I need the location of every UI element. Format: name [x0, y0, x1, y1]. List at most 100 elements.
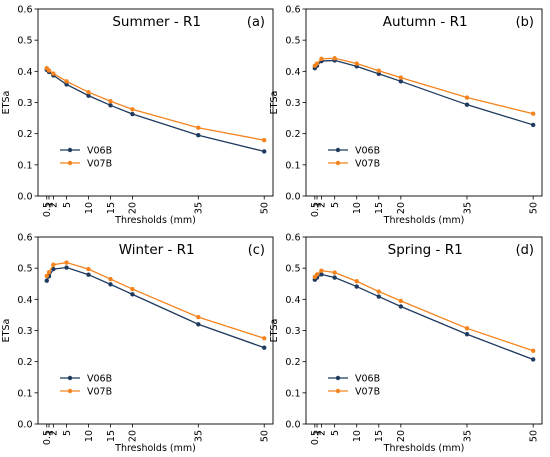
y-axis-label: ETSa — [269, 319, 280, 343]
legend-label: V07B — [87, 387, 112, 398]
y-tick-label: 0.3 — [17, 326, 32, 337]
x-tick-label: 2 — [317, 430, 328, 436]
data-point-v06b — [332, 275, 337, 280]
x-tick-label: 20 — [128, 202, 139, 214]
data-point-v06b — [262, 149, 267, 154]
legend-label: V07B — [355, 159, 380, 170]
y-tick-label: 0.2 — [17, 129, 32, 140]
x-tick-label: 2 — [49, 430, 60, 436]
legend-marker — [335, 160, 341, 166]
y-tick-label: 0.6 — [285, 5, 300, 16]
data-point-v06b — [398, 304, 404, 309]
y-tick-label: 0.6 — [17, 233, 32, 244]
plot-frame — [305, 8, 543, 197]
y-tick-label: 0.3 — [285, 326, 300, 337]
x-tick-label: 1 — [312, 202, 323, 208]
series-line-v06b — [46, 266, 265, 349]
data-point-v07b — [530, 348, 536, 353]
x-tick-label: 2 — [317, 202, 328, 208]
y-tick-label: 0.4 — [17, 295, 32, 306]
data-point-v06b — [86, 272, 91, 277]
y-tick-label: 0.2 — [285, 357, 300, 368]
y-tick-label: 0.5 — [17, 264, 32, 275]
data-point-v06b — [108, 282, 113, 287]
data-point-v06b — [464, 332, 470, 337]
data-point-v07b — [314, 272, 320, 277]
data-point-v06b — [130, 111, 135, 117]
data-point-v07b — [464, 95, 470, 100]
data-point-v07b — [51, 71, 56, 76]
data-point-v07b — [130, 286, 135, 292]
y-axis-label: ETSa — [1, 91, 12, 115]
data-point-v07b — [464, 326, 470, 331]
data-point-v06b — [376, 71, 381, 77]
y-tick-label: 0.0 — [285, 420, 300, 431]
legend-label: V06B — [87, 374, 112, 385]
x-tick-label: 15 — [106, 430, 117, 442]
data-point-v06b — [196, 133, 201, 138]
legend-label: V06B — [355, 146, 380, 157]
y-tick-label: 0.4 — [285, 67, 300, 78]
y-tick-label: 0.5 — [285, 36, 300, 47]
y-tick-label: 0.1 — [285, 160, 300, 171]
legend-label: V06B — [87, 146, 112, 157]
series-line-v07b — [46, 67, 265, 141]
legend-marker — [335, 388, 341, 394]
data-point-v06b — [51, 266, 56, 272]
x-tick-label: 35 — [462, 430, 473, 442]
data-point-v06b — [86, 93, 91, 98]
legend: V06B V07B — [60, 374, 112, 398]
series-line-v06b — [314, 273, 534, 361]
x-tick-label: 5 — [330, 202, 341, 208]
x-tick-label: 0.5 — [310, 430, 321, 445]
x-axis-label: Thresholds (mm) — [383, 215, 465, 226]
x-tick-label: 50 — [260, 430, 271, 442]
series-line-v06b — [46, 69, 265, 153]
x-tick-label: 0.5 — [42, 430, 53, 445]
data-point-v07b — [44, 273, 49, 279]
data-point-v07b — [398, 75, 404, 80]
data-point-v07b — [196, 125, 201, 130]
x-tick-label: 15 — [106, 202, 117, 214]
data-point-v07b — [354, 279, 359, 284]
legend: V06B V07B — [60, 146, 112, 170]
legend-marker — [67, 375, 73, 381]
series-line-v07b — [314, 57, 534, 115]
x-tick-label: 50 — [528, 430, 539, 442]
x-tick-label: 0.5 — [42, 202, 53, 217]
x-tick-label: 35 — [462, 202, 473, 214]
x-axis-label: Thresholds (mm) — [383, 443, 465, 454]
x-tick-label: 10 — [84, 202, 95, 214]
data-point-v06b — [398, 79, 404, 84]
chart-panel-4: 0.00.10.20.30.40.50.60.512 5 10 15 20 35 50Thr… — [269, 233, 543, 454]
data-point-v07b — [332, 270, 337, 275]
x-tick-label: 50 — [528, 202, 539, 214]
legend-marker — [67, 147, 73, 153]
chart-panel-1: 0.00.10.20.30.40.50.60.512 5 10 15 20 35 50Thr… — [1, 5, 274, 226]
chart-title: Autumn - R1 — [383, 14, 468, 30]
legend: V06B V07B — [328, 374, 380, 398]
y-tick-label: 0.5 — [285, 264, 300, 275]
x-tick-label: 20 — [128, 430, 139, 442]
x-tick-label: 10 — [352, 430, 363, 442]
chart-panel-2: 0.00.10.20.30.40.50.60.512 5 10 15 20 35 50Thr… — [269, 5, 543, 226]
data-point-v07b — [130, 107, 135, 112]
x-tick-label: 35 — [194, 430, 205, 442]
data-point-v06b — [108, 103, 113, 108]
data-point-v06b — [376, 294, 381, 299]
x-tick-label: 5 — [62, 430, 73, 436]
panel-label: (c) — [248, 243, 265, 258]
data-point-v07b — [46, 68, 52, 73]
x-tick-label: 5 — [62, 202, 73, 208]
x-axis-label: Thresholds (mm) — [114, 215, 196, 226]
x-tick-label: 2 — [49, 202, 60, 208]
data-point-v06b — [130, 292, 135, 297]
data-point-v07b — [108, 276, 113, 282]
data-point-v07b — [108, 99, 113, 104]
y-tick-label: 0.1 — [17, 160, 32, 171]
y-tick-label: 0.5 — [17, 36, 32, 47]
x-tick-label: 20 — [396, 202, 407, 214]
data-point-v07b — [86, 266, 91, 272]
data-point-v06b — [64, 265, 69, 270]
